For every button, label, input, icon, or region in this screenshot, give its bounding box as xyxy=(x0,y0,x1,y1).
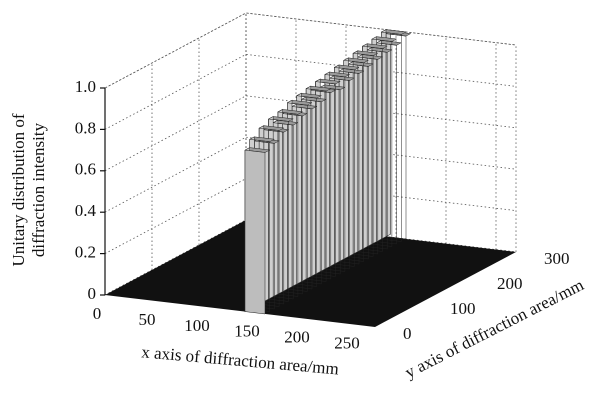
x-tick-label: 50 xyxy=(139,310,156,329)
y-tick-label: 200 xyxy=(497,274,523,293)
z-tick-label: 0.8 xyxy=(75,118,96,137)
x-tick-label: 0 xyxy=(93,304,102,323)
grid-line xyxy=(104,136,517,213)
y-tick-label: 300 xyxy=(544,249,570,268)
z-tick-label: 1.0 xyxy=(75,77,96,96)
x-tick-label: 150 xyxy=(234,322,260,341)
x-tick-label: 100 xyxy=(184,316,210,335)
y-tick-label: 0 xyxy=(403,324,412,343)
x-tick-label: 250 xyxy=(334,334,360,353)
z-tick-label: 0.2 xyxy=(75,243,96,262)
z-tick-label: 0 xyxy=(88,284,97,303)
z-tick-label: 0.6 xyxy=(75,160,96,179)
y-tick-label: 100 xyxy=(450,299,476,318)
ridge-front xyxy=(244,149,266,315)
z-label-line: Unitary distribution of xyxy=(9,113,28,266)
z-label: Unitary distribution of diffraction inte… xyxy=(9,113,48,266)
grid-line xyxy=(104,53,517,130)
z-tick-label: 0.4 xyxy=(75,201,97,220)
x-tick-label: 200 xyxy=(284,328,310,347)
x-label: x axis of diffraction area/mm xyxy=(141,342,340,378)
grid-line xyxy=(104,12,517,89)
z-label-line: diffraction intensity xyxy=(29,122,48,257)
